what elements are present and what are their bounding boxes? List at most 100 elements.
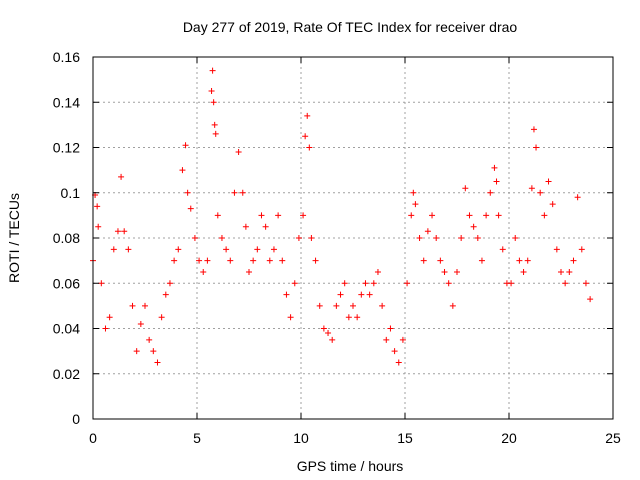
data-point — [350, 302, 356, 309]
data-point — [179, 167, 186, 174]
data-point — [374, 268, 381, 275]
data-point — [171, 257, 178, 264]
y-tick-label: 0.16 — [53, 49, 80, 65]
data-point — [541, 212, 548, 219]
data-point — [287, 314, 294, 321]
data-point — [223, 246, 230, 253]
data-point — [570, 257, 577, 264]
data-point — [499, 246, 506, 253]
data-point — [308, 235, 315, 241]
data-point — [553, 246, 560, 253]
data-point — [320, 325, 327, 332]
data-point — [549, 201, 556, 208]
data-point — [121, 228, 128, 235]
data-point — [166, 280, 173, 287]
data-point — [383, 336, 390, 343]
data-point — [300, 212, 307, 219]
data-point — [470, 223, 477, 230]
data-point — [242, 223, 249, 230]
data-point — [325, 330, 332, 337]
data-point — [187, 205, 194, 212]
data-point — [370, 280, 377, 287]
x-axis-label: GPS time / hours — [297, 458, 404, 474]
data-point — [212, 130, 219, 137]
data-point — [162, 291, 169, 298]
data-point — [379, 302, 386, 309]
data-point — [508, 280, 515, 287]
data-point — [362, 280, 369, 287]
data-point — [578, 246, 585, 253]
data-point — [184, 189, 191, 196]
x-tick-label: 0 — [89, 430, 97, 446]
data-point — [545, 178, 552, 185]
y-tick-label: 0.14 — [53, 94, 80, 110]
data-point — [516, 257, 523, 264]
data-point — [154, 359, 161, 366]
data-point — [246, 268, 252, 275]
data-point — [391, 348, 398, 355]
data-point — [533, 144, 540, 151]
x-tick-labels: 0 5 10 15 20 25 — [89, 430, 621, 446]
data-point — [133, 348, 140, 355]
data-point — [341, 280, 348, 287]
data-point — [416, 235, 423, 241]
data-point — [209, 67, 216, 74]
data-point — [410, 189, 417, 196]
data-point — [449, 302, 456, 309]
data-point — [445, 280, 452, 287]
data-point — [329, 336, 336, 343]
data-point — [210, 99, 217, 106]
data-point — [358, 291, 365, 298]
data-point — [250, 257, 257, 264]
data-point — [530, 126, 537, 133]
chart-title: Day 277 of 2019, Rate Of TEC Index for r… — [183, 19, 518, 35]
data-point — [337, 291, 344, 298]
data-point — [574, 194, 581, 201]
data-point — [395, 359, 402, 366]
data-point — [211, 121, 218, 128]
data-point — [295, 235, 302, 241]
data-point — [437, 257, 444, 264]
data-point — [98, 280, 105, 287]
data-point — [474, 235, 481, 241]
data-point — [478, 257, 485, 264]
data-point — [366, 291, 373, 298]
data-point — [200, 268, 207, 275]
data-point — [399, 336, 406, 343]
data-point — [258, 212, 265, 219]
y-tick-label: 0 — [72, 411, 80, 427]
data-point — [537, 189, 544, 196]
data-point — [493, 178, 500, 185]
x-tick-label: 25 — [605, 430, 621, 446]
data-point — [283, 291, 290, 298]
data-point — [125, 246, 132, 253]
y-tick-label: 0.06 — [53, 275, 80, 291]
data-point — [239, 189, 246, 196]
data-point — [196, 257, 203, 264]
data-point — [146, 336, 153, 343]
data-point — [158, 314, 165, 321]
data-point — [137, 320, 144, 327]
tick-marks — [92, 56, 614, 420]
y-tick-label: 0.1 — [61, 185, 81, 201]
data-point — [306, 144, 313, 151]
data-point — [129, 302, 136, 309]
data-point — [408, 212, 415, 219]
data-point — [262, 223, 269, 230]
data-point — [304, 112, 311, 119]
data-point — [454, 268, 460, 275]
data-point — [412, 201, 419, 208]
data-point — [404, 280, 411, 287]
data-point — [204, 257, 211, 264]
data-point — [218, 235, 225, 241]
data-point — [312, 257, 319, 264]
data-point — [106, 314, 113, 321]
data-point — [441, 268, 448, 275]
data-point — [566, 268, 573, 275]
data-point — [142, 302, 148, 309]
data-point — [227, 257, 234, 264]
x-tick-label: 20 — [501, 430, 517, 446]
data-point — [254, 246, 261, 253]
y-axis-label: ROTI / TECUs — [6, 193, 22, 283]
